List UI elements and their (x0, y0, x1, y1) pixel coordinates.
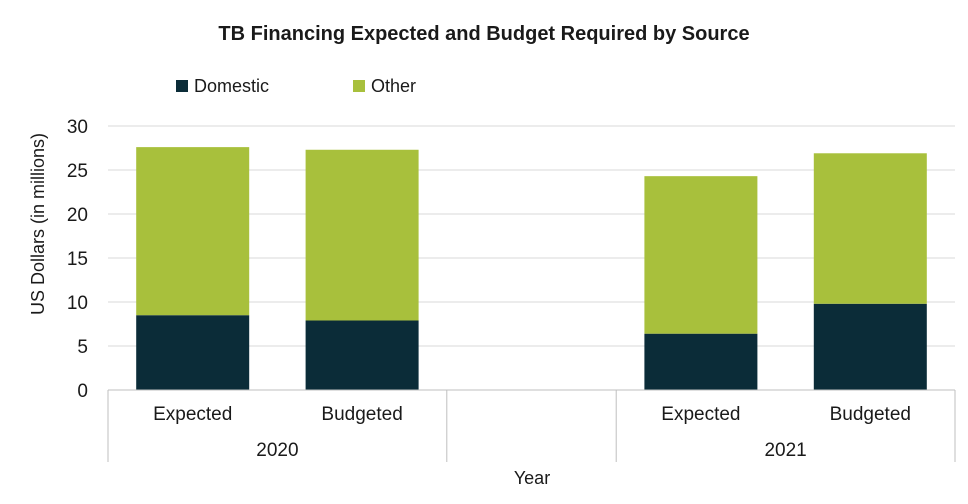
bars (136, 147, 927, 390)
y-tick-label-25: 25 (67, 161, 88, 182)
chart-title: TB Financing Expected and Budget Require… (218, 23, 749, 45)
bar-other-0 (136, 147, 250, 316)
x-axis-title: Year (514, 468, 550, 488)
x-group-label-2021: 2021 (764, 440, 806, 461)
y-tick-label-20: 20 (67, 205, 88, 226)
bar-other-3 (644, 176, 758, 334)
y-axis-title: US Dollars (in millions) (28, 133, 48, 315)
y-tick-label-0: 0 (77, 381, 88, 402)
legend: Domestic Other (176, 76, 416, 96)
y-tick-label-15: 15 (67, 249, 88, 270)
y-tick-label-10: 10 (67, 293, 88, 314)
bar-domestic-1 (305, 320, 419, 390)
x-tick-label-1: Budgeted (321, 404, 402, 425)
bar-other-1 (305, 149, 419, 321)
legend-label-other: Other (371, 76, 416, 96)
bar-other-4 (813, 153, 927, 304)
y-tick-label-30: 30 (67, 117, 88, 138)
bar-domestic-3 (644, 333, 758, 390)
legend-label-domestic: Domestic (194, 76, 269, 96)
axes: 0 5 10 15 20 25 30 Expected Budgeted Expected Budg… (67, 117, 956, 462)
x-tick-label-3: Expected (661, 404, 740, 425)
x-group-label-2020: 2020 (256, 440, 298, 461)
x-tick-label-4: Budgeted (830, 404, 911, 425)
bar-domestic-4 (813, 303, 927, 390)
legend-swatch-other (353, 80, 365, 92)
x-tick-label-0: Expected (153, 404, 232, 425)
bar-domestic-0 (136, 315, 250, 390)
legend-swatch-domestic (176, 80, 188, 92)
y-tick-label-5: 5 (77, 337, 88, 358)
